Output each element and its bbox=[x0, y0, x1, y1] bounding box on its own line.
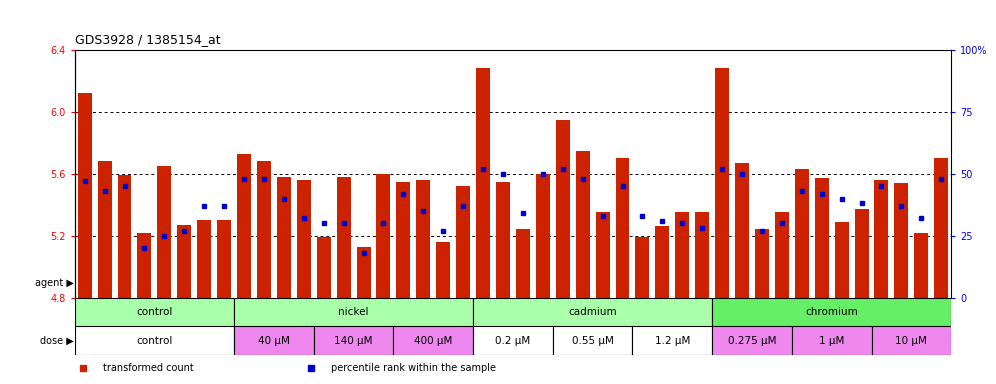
Text: 1 μM: 1 μM bbox=[819, 336, 845, 346]
Bar bbox=[695, 212, 709, 298]
Bar bbox=[635, 237, 649, 298]
Bar bbox=[496, 182, 510, 298]
Text: GDS3928 / 1385154_at: GDS3928 / 1385154_at bbox=[75, 33, 220, 46]
Bar bbox=[357, 247, 371, 298]
Text: 0.55 μM: 0.55 μM bbox=[572, 336, 614, 346]
Bar bbox=[874, 180, 888, 298]
Bar bbox=[297, 180, 311, 298]
Bar bbox=[835, 222, 849, 298]
Text: 1.2 μM: 1.2 μM bbox=[654, 336, 690, 346]
Bar bbox=[317, 237, 331, 298]
Bar bbox=[792, 326, 872, 355]
Bar bbox=[396, 182, 410, 298]
Bar bbox=[234, 298, 473, 326]
Text: 140 μM: 140 μM bbox=[335, 336, 373, 346]
Bar bbox=[234, 326, 314, 355]
Bar bbox=[217, 220, 231, 298]
Bar bbox=[75, 298, 234, 326]
Text: nickel: nickel bbox=[339, 307, 369, 317]
Bar bbox=[476, 68, 490, 298]
Bar bbox=[914, 233, 928, 298]
Bar bbox=[655, 227, 669, 298]
Bar bbox=[632, 326, 712, 355]
Text: percentile rank within the sample: percentile rank within the sample bbox=[331, 362, 496, 373]
Bar bbox=[473, 298, 712, 326]
Bar bbox=[416, 180, 430, 298]
Bar bbox=[553, 326, 632, 355]
Bar bbox=[197, 220, 211, 298]
Bar bbox=[536, 174, 550, 298]
Bar bbox=[473, 326, 553, 355]
Bar bbox=[815, 179, 829, 298]
Bar bbox=[75, 326, 234, 355]
Bar bbox=[775, 212, 789, 298]
Bar bbox=[516, 230, 530, 298]
Bar bbox=[715, 68, 729, 298]
Bar bbox=[894, 183, 908, 298]
Bar bbox=[576, 151, 590, 298]
Bar bbox=[596, 212, 610, 298]
Bar bbox=[257, 161, 271, 298]
Bar bbox=[337, 177, 351, 298]
Bar bbox=[277, 177, 291, 298]
Bar bbox=[872, 326, 951, 355]
Bar bbox=[934, 158, 948, 298]
Text: dose ▶: dose ▶ bbox=[40, 336, 74, 346]
Text: transformed count: transformed count bbox=[103, 362, 193, 373]
Bar bbox=[314, 326, 393, 355]
Text: chromium: chromium bbox=[806, 307, 858, 317]
Text: 0.275 μM: 0.275 μM bbox=[728, 336, 776, 346]
Bar bbox=[795, 169, 809, 298]
Bar bbox=[393, 326, 473, 355]
Text: 40 μM: 40 μM bbox=[258, 336, 290, 346]
Bar bbox=[137, 233, 151, 298]
Bar bbox=[735, 163, 749, 298]
Bar bbox=[556, 119, 570, 298]
Bar bbox=[755, 230, 769, 298]
Bar bbox=[712, 326, 792, 355]
Bar bbox=[78, 93, 92, 298]
Bar bbox=[616, 158, 629, 298]
Text: cadmium: cadmium bbox=[569, 307, 617, 317]
Bar bbox=[98, 161, 112, 298]
Text: 400 μM: 400 μM bbox=[414, 336, 452, 346]
Bar bbox=[118, 175, 131, 298]
Bar bbox=[855, 209, 869, 298]
Bar bbox=[675, 212, 689, 298]
Bar bbox=[712, 298, 951, 326]
Text: control: control bbox=[136, 336, 172, 346]
Text: 0.2 μM: 0.2 μM bbox=[495, 336, 531, 346]
Text: agent ▶: agent ▶ bbox=[35, 278, 74, 288]
Text: control: control bbox=[136, 307, 172, 317]
Bar bbox=[177, 225, 191, 298]
Bar bbox=[376, 174, 390, 298]
Text: 10 μM: 10 μM bbox=[895, 336, 927, 346]
Bar bbox=[436, 242, 450, 298]
Bar bbox=[456, 186, 470, 298]
Bar bbox=[157, 166, 171, 298]
Bar bbox=[237, 154, 251, 298]
